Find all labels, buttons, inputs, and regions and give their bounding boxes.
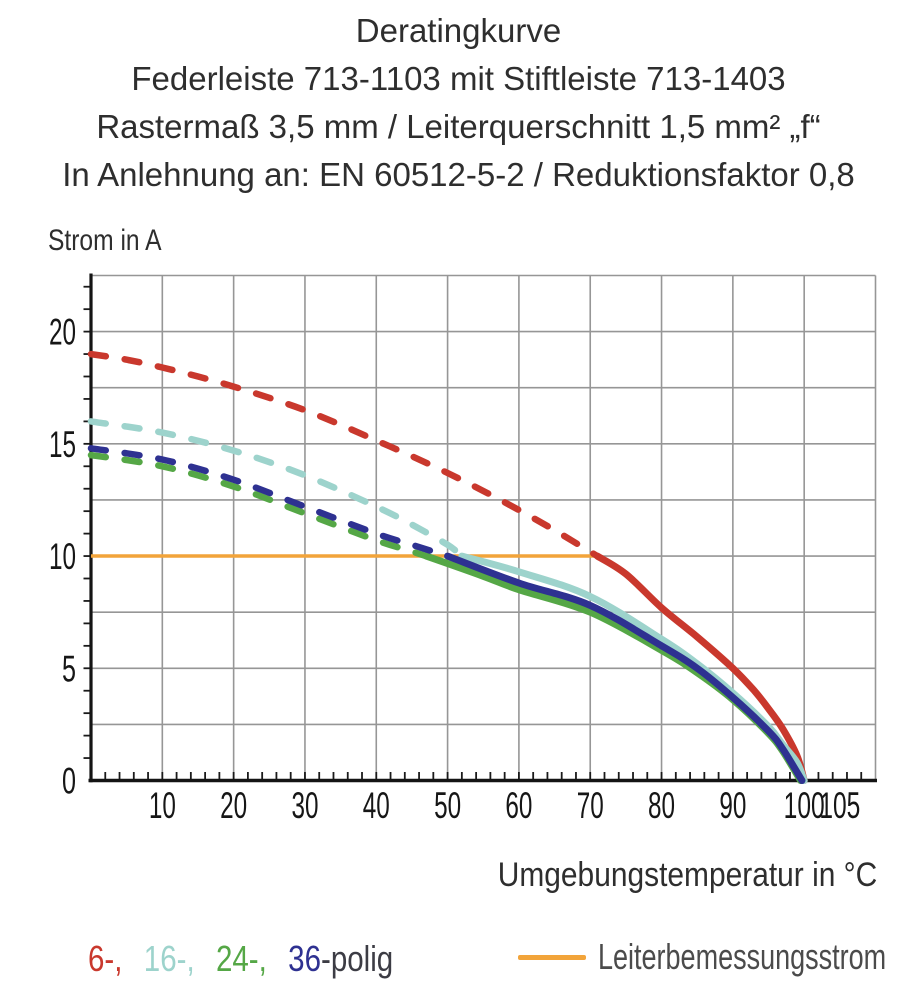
curve-24-polig-dashed xyxy=(87,451,430,560)
chart-header: Deratingkurve Federleiste 713-1103 mit S… xyxy=(0,7,917,199)
y-tick-label-5: 5 xyxy=(62,648,76,689)
y-tick-label-20: 20 xyxy=(49,312,76,353)
legend-16-polig: 16-, xyxy=(143,938,195,979)
legend-24-polig: 24-, xyxy=(215,938,267,979)
x-tick-label-20: 20 xyxy=(220,785,247,826)
chart-subtitle-standard: In Anlehnung an: EN 60512-5-2 / Reduktio… xyxy=(62,156,855,193)
limit-line-legend: Leiterbemessungsstrom xyxy=(518,936,917,978)
y-tick-label-10: 10 xyxy=(49,536,76,577)
legend-36-polig: 36 xyxy=(288,938,322,979)
x-axis-title: Umgebungstemperatur in °C xyxy=(497,856,878,894)
x-tick-label-100: 100 xyxy=(784,785,825,826)
y-axis-title: Strom in A xyxy=(48,224,162,257)
chart-subtitle-spec: Rastermaß 3,5 mm / Leiterquerschnitt 1,5… xyxy=(96,108,821,145)
x-tick-label-30: 30 xyxy=(291,785,318,826)
curve-16-polig-dashed xyxy=(87,418,466,560)
x-tick-label-105: 105 xyxy=(819,785,860,826)
x-tick-label-50: 50 xyxy=(434,785,461,826)
y-tick-label-0: 0 xyxy=(62,761,76,802)
legend-36-polig-group: 36 -polig xyxy=(288,938,393,980)
x-tick-label-90: 90 xyxy=(719,785,746,826)
y-tick-label-15: 15 xyxy=(49,424,76,465)
chart-subtitle-product: Federleiste 713-1103 mit Stiftleiste 713… xyxy=(131,60,786,97)
curve-6-polig-solid xyxy=(593,552,808,784)
chart-title: Deratingkurve xyxy=(355,12,562,49)
curve-36-polig-solid xyxy=(444,552,806,784)
x-tick-label-60: 60 xyxy=(505,785,532,826)
x-tick-label-40: 40 xyxy=(363,785,390,826)
x-tick-label-80: 80 xyxy=(648,785,675,826)
legend-6-polig: 6-, xyxy=(88,938,123,979)
curve-36-polig-dashed xyxy=(87,445,451,560)
x-tick-label-10: 10 xyxy=(149,785,176,826)
limit-line-swatch xyxy=(518,954,586,960)
x-tick-label-70: 70 xyxy=(577,785,604,826)
curve-6-polig-dashed xyxy=(87,350,601,560)
series-legend: 6-, 16-, 24-, 36 -polig xyxy=(88,938,393,980)
limit-line-label: Leiterbemessungsstrom xyxy=(598,936,887,977)
legend-polig-suffix: -polig xyxy=(321,938,394,979)
